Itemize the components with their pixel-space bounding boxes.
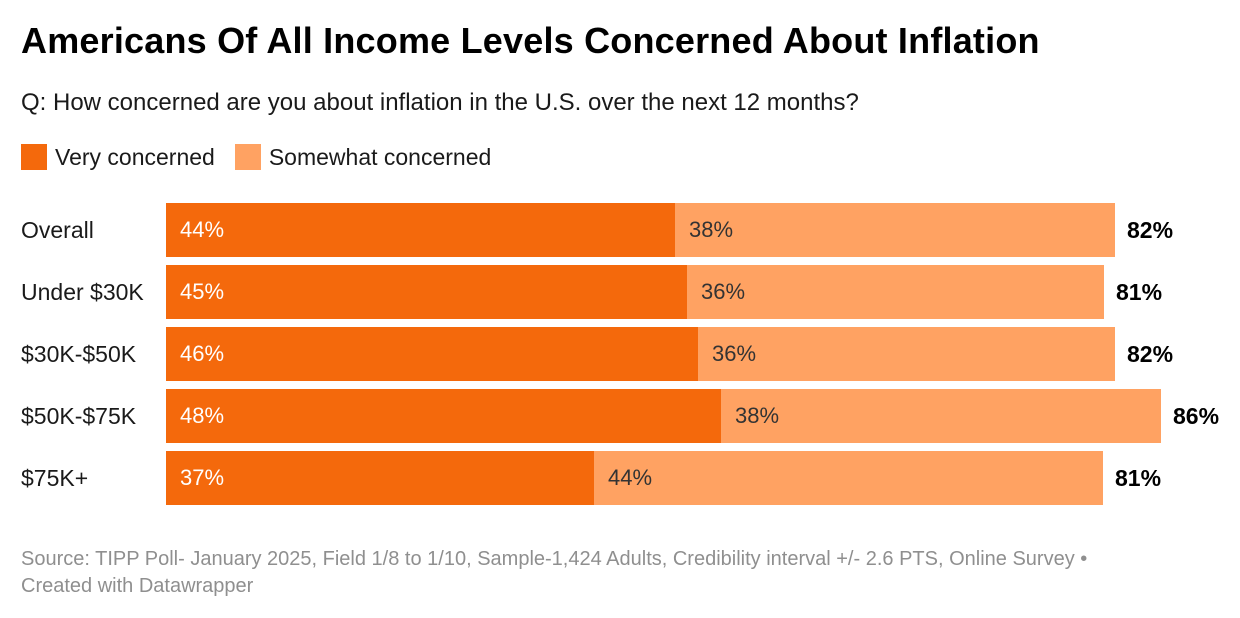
row-label: Under $30K bbox=[21, 278, 144, 305]
chart-row-75k-plus: $75K+ 37% 44% 81% bbox=[21, 451, 1220, 505]
legend-item-very-concerned: Very concerned bbox=[21, 144, 215, 171]
somewhat-concerned-swatch-icon bbox=[234, 144, 261, 170]
bar-value-label: 36% bbox=[712, 341, 757, 366]
bar-segment-very-concerned: 45% bbox=[166, 265, 687, 319]
very-concerned-swatch-icon bbox=[21, 144, 47, 170]
bar-value-label: 38% bbox=[735, 403, 780, 428]
row-total-label: 82% bbox=[1127, 216, 1174, 243]
bar-value-label: 46% bbox=[180, 341, 225, 366]
bar-value-label: 45% bbox=[180, 279, 225, 304]
legend: Very concerned Somewhat concerned bbox=[21, 144, 1220, 170]
source-footer: Source: TIPP Poll- January 2025, Field 1… bbox=[21, 546, 1220, 600]
chart-title: Americans Of All Income Levels Concerned… bbox=[21, 20, 1040, 61]
bar-chart: Overall 44% 38% 82% Under $30K 45% 36% bbox=[21, 203, 1220, 505]
legend-item-somewhat-concerned: Somewhat concerned bbox=[234, 143, 492, 171]
chart-subtitle: Q: How concerned are you about inflation… bbox=[21, 89, 859, 116]
bar-value-label: 44% bbox=[608, 465, 653, 490]
chart-row-under-30k: Under $30K 45% 36% 81% bbox=[21, 265, 1220, 319]
bar-segment-somewhat-concerned: 38% bbox=[721, 389, 1161, 443]
chart-row-50k-75k: $50K-$75K 48% 38% 86% bbox=[21, 389, 1220, 443]
bar-segment-somewhat-concerned: 36% bbox=[698, 327, 1115, 381]
stacked-bar: 45% 36% bbox=[166, 265, 1104, 319]
row-label: $50K-$75K bbox=[21, 402, 137, 429]
bar-segment-very-concerned: 48% bbox=[166, 389, 721, 443]
bar-segment-very-concerned: 44% bbox=[166, 203, 675, 257]
chart-row-30k-50k: $30K-$50K 46% 36% 82% bbox=[21, 327, 1220, 381]
bar-segment-somewhat-concerned: 38% bbox=[675, 203, 1115, 257]
row-total-label: 81% bbox=[1116, 278, 1163, 305]
bar-value-label: 44% bbox=[180, 217, 225, 242]
row-total-label: 81% bbox=[1115, 464, 1162, 491]
legend-label: Very concerned bbox=[55, 143, 215, 170]
bar-value-label: 37% bbox=[180, 465, 225, 490]
bar-segment-very-concerned: 46% bbox=[166, 327, 698, 381]
row-label: Overall bbox=[21, 216, 94, 243]
row-total-label: 82% bbox=[1127, 340, 1174, 367]
datawrapper-credit-link[interactable]: Created with Datawrapper bbox=[21, 575, 254, 597]
stacked-bar: 48% 38% bbox=[166, 389, 1161, 443]
chart-row-overall: Overall 44% 38% 82% bbox=[21, 203, 1220, 257]
bar-value-label: 38% bbox=[689, 217, 734, 242]
bar-value-label: 48% bbox=[180, 403, 225, 428]
stacked-bar: 44% 38% bbox=[166, 203, 1115, 257]
bar-segment-very-concerned: 37% bbox=[166, 451, 594, 505]
row-label: $30K-$50K bbox=[21, 340, 137, 367]
legend-label: Somewhat concerned bbox=[268, 143, 492, 170]
bar-segment-somewhat-concerned: 36% bbox=[687, 265, 1104, 319]
stacked-bar: 37% 44% bbox=[166, 451, 1103, 505]
row-label: $75K+ bbox=[21, 464, 89, 491]
source-text: Source: TIPP Poll- January 2025, Field 1… bbox=[21, 548, 1088, 570]
row-total-label: 86% bbox=[1173, 402, 1220, 429]
bar-value-label: 36% bbox=[701, 279, 746, 304]
bar-segment-somewhat-concerned: 44% bbox=[594, 451, 1103, 505]
stacked-bar: 46% 36% bbox=[166, 327, 1115, 381]
